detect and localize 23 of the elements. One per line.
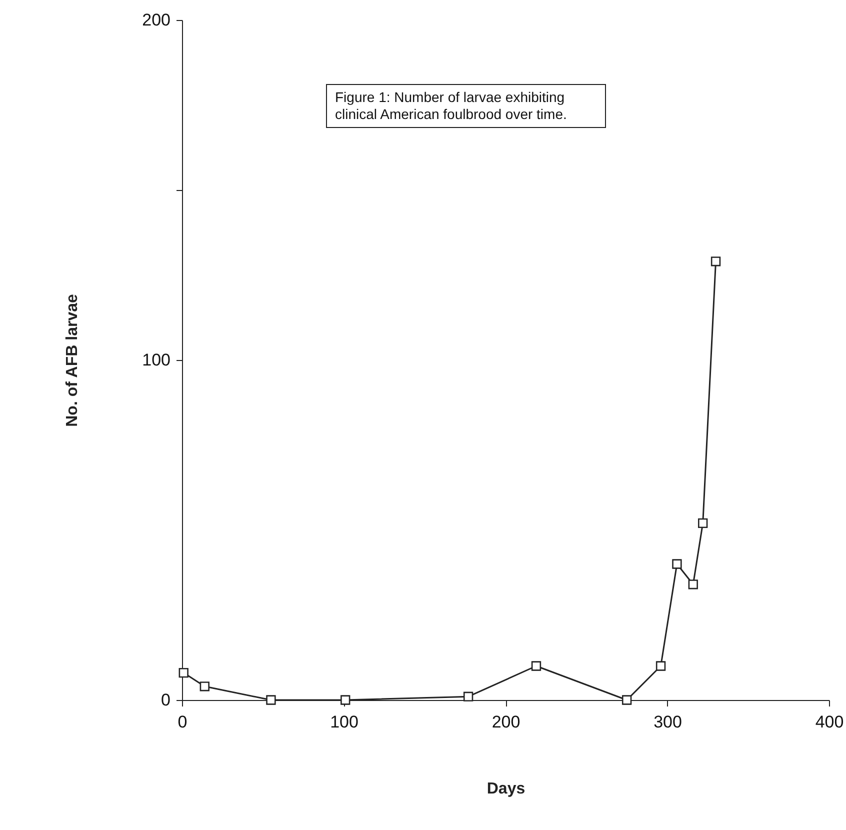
x-tick-label: 300 [654,712,682,732]
x-tick-label: 200 [492,712,520,732]
point [266,695,276,705]
point [531,661,542,671]
x-tick-label: 100 [330,712,358,732]
point [622,695,632,705]
point [672,559,682,569]
point [340,695,350,705]
y-tick-label: 200 [142,10,170,30]
point [463,692,474,702]
y-tick-label: 0 [161,690,170,710]
point [710,256,721,266]
y-axis-title: No. of AFB larvae [64,294,82,427]
caption-box: Figure 1: Number of larvae exhibiting clinical American foulbrood over time. [326,84,606,128]
point [178,668,188,678]
x-tick-label: 0 [178,712,188,732]
x-axis-title: Days [486,780,526,798]
point [688,580,698,590]
point [698,518,708,528]
point [200,682,210,692]
y-tick-label: 100 [142,350,170,370]
x-tick-label: 400 [815,712,844,732]
point [656,661,666,671]
